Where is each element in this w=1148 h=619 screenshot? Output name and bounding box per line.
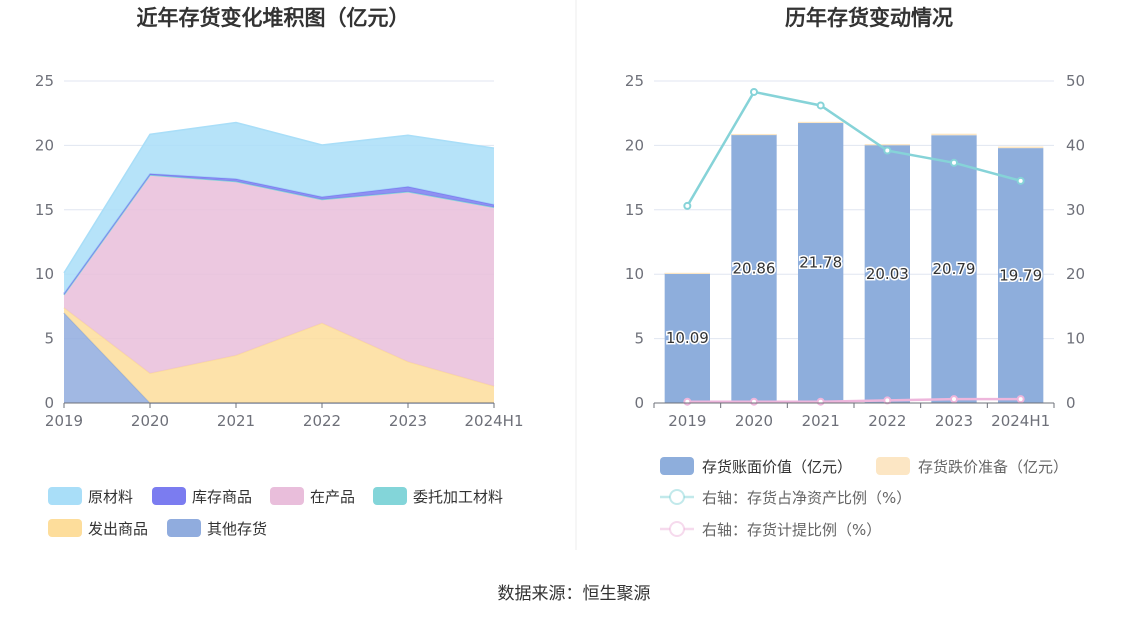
bar-存货跌价准备（亿元） bbox=[931, 133, 977, 136]
area-其他存货 bbox=[64, 312, 494, 403]
right-legend: 存货账面价值（亿元） 存货跌价准备（亿元） 右轴：存货占净资产比例（%） 右轴：存货计… bbox=[660, 457, 1068, 539]
legend-label-库存商品: 库存商品 bbox=[192, 488, 252, 506]
line-point-右轴：存货占净资产比例（%） bbox=[816, 101, 825, 110]
line-右轴：存货计提比例（%） bbox=[687, 397, 1021, 403]
legend-label-在产品: 在产品 bbox=[310, 488, 355, 506]
left-y-tick-label: 0 bbox=[44, 394, 54, 412]
legend-swatch-在产品 bbox=[270, 487, 304, 505]
right-y-tick-label: 25 bbox=[625, 72, 644, 90]
line-point-右轴：存货占净资产比例（%） bbox=[683, 201, 692, 210]
bar-存货跌价准备（亿元） bbox=[864, 144, 910, 146]
right-grid: 0 5 10 15 20 25 0 10 20 30 40 50 bbox=[625, 72, 1085, 412]
right-y2-tick-label: 30 bbox=[1066, 201, 1085, 219]
left-x-tick-label: 2023 bbox=[389, 412, 427, 430]
bar-data-label: 21.78 bbox=[799, 254, 842, 272]
bar-存货跌价准备（亿元） bbox=[664, 272, 710, 274]
area-edge-原材料 bbox=[63, 121, 495, 274]
right-chart-title: 历年存货变动情况 bbox=[785, 6, 953, 30]
legend-swatch-其他存货 bbox=[167, 519, 201, 537]
right-x-tick-label: 2023 bbox=[935, 412, 973, 430]
bar-存货跌价准备（亿元） bbox=[731, 133, 777, 136]
data-source: 数据来源：恒生聚源 bbox=[498, 584, 651, 604]
left-x-tick-label: 2020 bbox=[131, 412, 169, 430]
left-y-tick-label: 25 bbox=[35, 72, 54, 90]
legend-label-右轴：存货占净资产比例（%）: 右轴：存货占净资产比例（%） bbox=[702, 489, 911, 507]
left-y-tick-label: 15 bbox=[35, 201, 54, 219]
line-point-右轴：存货计提比例（%） bbox=[683, 397, 692, 406]
area-在产品 bbox=[64, 175, 494, 387]
legend-swatch-库存商品 bbox=[152, 487, 186, 505]
left-area-layers bbox=[63, 121, 495, 404]
legend-label-发出商品: 发出商品 bbox=[88, 520, 148, 538]
legend-label-右轴：存货计提比例（%）: 右轴：存货计提比例（%） bbox=[702, 521, 881, 539]
right-x-tick-label: 2022 bbox=[868, 412, 906, 430]
right-y2-tick-label: 50 bbox=[1066, 72, 1085, 90]
bar-data-label: 20.86 bbox=[733, 260, 776, 278]
legend-marker-右轴：存货占净资产比例（%） bbox=[669, 489, 685, 505]
left-chart-title: 近年存货变化堆积图（亿元） bbox=[137, 6, 410, 30]
right-lines bbox=[683, 87, 1025, 406]
left-x-tick-label: 2024H1 bbox=[465, 412, 524, 430]
right-y-tick-label: 15 bbox=[625, 201, 644, 219]
area-原材料 bbox=[64, 122, 494, 294]
right-y2-tick-label: 40 bbox=[1066, 136, 1085, 154]
bar-存货账面价值（亿元） bbox=[798, 122, 844, 403]
legend-label-原材料: 原材料 bbox=[88, 488, 133, 506]
bar-存货账面价值（亿元） bbox=[664, 273, 710, 403]
legend-swatch-存货跌价准备（亿元） bbox=[876, 457, 910, 475]
bar-存货跌价准备（亿元） bbox=[798, 121, 844, 124]
line-point-右轴：存货占净资产比例（%） bbox=[950, 158, 958, 167]
bar-data-label: 20.79 bbox=[933, 260, 976, 278]
right-bars: 10.09 20.86 21.78 20.03 20.79 19.79 bbox=[664, 121, 1044, 404]
bar-data-label: 20.03 bbox=[866, 265, 909, 283]
legend-swatch-委托加工材料 bbox=[373, 487, 407, 505]
left-y-tick-label: 10 bbox=[35, 265, 54, 283]
left-axis: 2019 2020 2021 2022 2023 2024H1 bbox=[45, 402, 524, 430]
right-x-tick-label: 2024H1 bbox=[991, 412, 1050, 430]
legend-label-存货跌价准备（亿元）: 存货跌价准备（亿元） bbox=[918, 458, 1068, 476]
legend-swatch-存货账面价值（亿元） bbox=[660, 457, 694, 475]
bar-data-label: 19.79 bbox=[999, 267, 1042, 285]
right-y-tick-label: 10 bbox=[625, 265, 644, 283]
right-x-tick-label: 2020 bbox=[735, 412, 773, 430]
bar-存货账面价值（亿元） bbox=[998, 148, 1044, 403]
bar-存货账面价值（亿元） bbox=[731, 134, 777, 404]
legend-label-存货账面价值（亿元）: 存货账面价值（亿元） bbox=[702, 458, 852, 476]
right-x-tick-label: 2019 bbox=[668, 412, 706, 430]
area-edge-库存商品 bbox=[63, 172, 495, 294]
right-axis: 2019 2020 2021 2022 2023 2024H1 bbox=[653, 402, 1055, 430]
legend-marker-右轴：存货计提比例（%） bbox=[669, 521, 685, 537]
line-point-右轴：存货计提比例（%） bbox=[816, 397, 825, 406]
right-y2-tick-label: 0 bbox=[1066, 394, 1076, 412]
right-y2-tick-label: 10 bbox=[1066, 330, 1085, 348]
legend-label-委托加工材料: 委托加工材料 bbox=[413, 488, 503, 506]
left-x-tick-label: 2019 bbox=[45, 412, 83, 430]
line-point-右轴：存货占净资产比例（%） bbox=[750, 87, 758, 96]
bar-存货账面价值（亿元） bbox=[864, 145, 910, 403]
left-y-tick-label: 5 bbox=[44, 330, 54, 348]
left-x-tick-label: 2021 bbox=[217, 412, 255, 430]
legend-label-其他存货: 其他存货 bbox=[207, 520, 267, 538]
right-y-tick-label: 0 bbox=[634, 394, 644, 412]
legend-swatch-发出商品 bbox=[48, 519, 82, 537]
line-右轴：存货占净资产比例（%） bbox=[686, 90, 1021, 207]
right-y2-tick-label: 20 bbox=[1066, 265, 1085, 283]
line-point-右轴：存货计提比例（%） bbox=[750, 397, 758, 406]
bar-存货跌价准备（亿元） bbox=[998, 146, 1044, 149]
left-y-tick-label: 20 bbox=[35, 136, 54, 154]
bar-data-label: 10.09 bbox=[666, 329, 709, 347]
right-y-tick-label: 20 bbox=[625, 136, 644, 154]
line-point-右轴：存货计提比例（%） bbox=[950, 395, 958, 404]
area-发出商品 bbox=[64, 307, 494, 403]
right-y-tick-label: 5 bbox=[634, 330, 644, 348]
right-x-tick-label: 2021 bbox=[802, 412, 840, 430]
left-x-tick-label: 2022 bbox=[303, 412, 341, 430]
line-point-右轴：存货计提比例（%） bbox=[1016, 395, 1025, 404]
bar-存货账面价值（亿元） bbox=[931, 135, 977, 403]
legend-swatch-原材料 bbox=[48, 487, 82, 505]
line-point-右轴：存货占净资产比例（%） bbox=[883, 146, 892, 155]
line-point-右轴：存货占净资产比例（%） bbox=[1016, 176, 1025, 185]
